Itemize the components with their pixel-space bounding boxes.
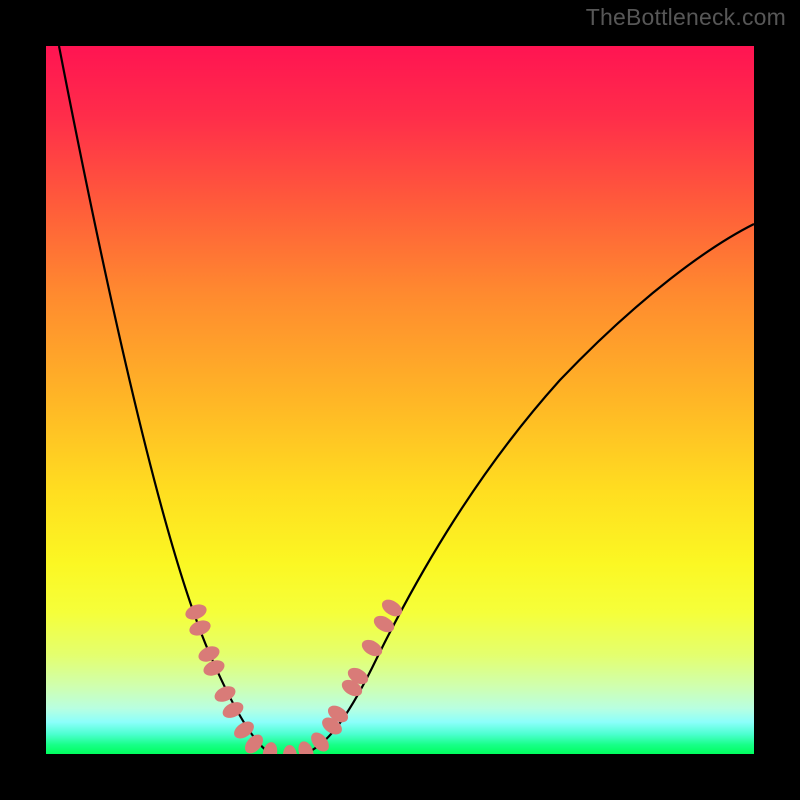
watermark-text: TheBottleneck.com: [586, 4, 786, 31]
gradient-plot-area: [46, 46, 754, 754]
chart-svg: [0, 0, 800, 800]
chart-root: TheBottleneck.com: [0, 0, 800, 800]
